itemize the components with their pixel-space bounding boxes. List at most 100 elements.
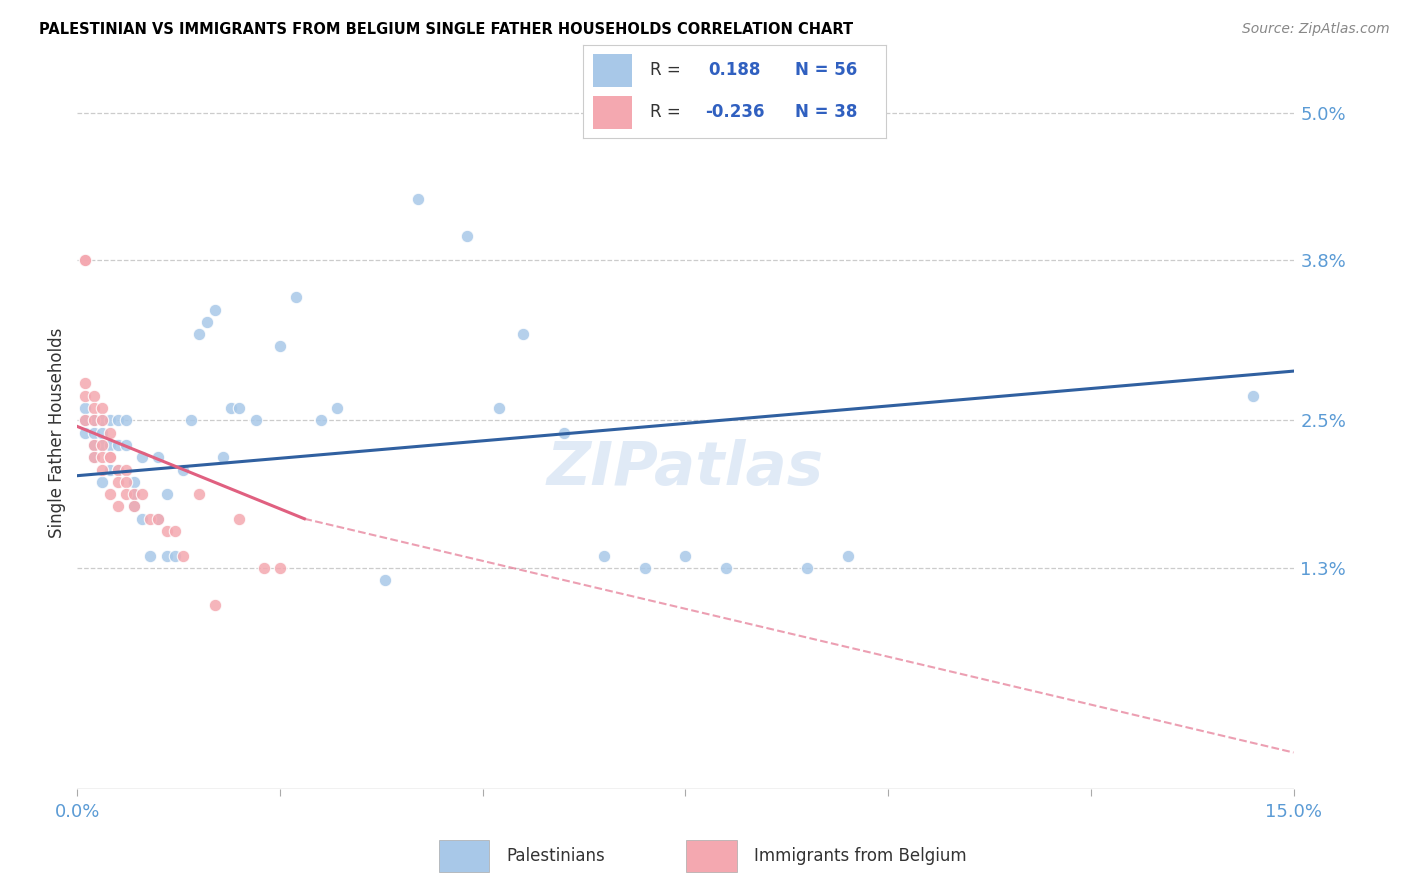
Text: R =: R = [650, 62, 681, 79]
Point [188, 487, 211, 501]
Point [115, 413, 138, 427]
Point [115, 475, 138, 489]
Point [98, 462, 121, 476]
Y-axis label: Single Father Households: Single Father Households [48, 327, 66, 538]
Point [75, 253, 97, 268]
Point [98, 413, 121, 427]
Point [195, 315, 218, 329]
Point [131, 512, 153, 526]
Point [204, 302, 226, 317]
Point [90, 425, 112, 440]
Point [83, 401, 105, 415]
Point [675, 549, 697, 563]
Point [253, 561, 276, 575]
Point [122, 487, 145, 501]
Point [90, 401, 112, 415]
Point [488, 401, 510, 415]
Point [148, 450, 170, 465]
Point [155, 549, 177, 563]
Point [75, 413, 97, 427]
Point [553, 425, 575, 440]
Point [163, 549, 186, 563]
Point [98, 487, 121, 501]
Point [75, 253, 97, 268]
Bar [439, 840, 489, 872]
Point [83, 389, 105, 403]
Point [1241, 389, 1264, 403]
Point [212, 450, 235, 465]
Point [90, 413, 112, 427]
Point [837, 549, 859, 563]
Bar [592, 54, 631, 87]
Point [139, 512, 162, 526]
Point [83, 450, 105, 465]
Point [83, 438, 105, 452]
Point [90, 450, 112, 465]
Point [245, 413, 267, 427]
Text: N = 38: N = 38 [796, 103, 858, 121]
Point [228, 401, 250, 415]
Point [90, 413, 112, 427]
Point [131, 487, 153, 501]
Point [228, 512, 250, 526]
Point [512, 327, 534, 342]
Point [148, 512, 170, 526]
Point [155, 487, 177, 501]
Point [90, 462, 112, 476]
Point [188, 327, 211, 342]
Text: -0.236: -0.236 [704, 103, 765, 121]
Point [172, 462, 194, 476]
Point [115, 438, 138, 452]
Point [90, 438, 112, 452]
Point [122, 475, 145, 489]
Point [75, 413, 97, 427]
Point [98, 438, 121, 452]
Point [406, 192, 429, 206]
Point [221, 401, 243, 415]
Point [122, 500, 145, 514]
Point [83, 450, 105, 465]
Point [75, 425, 97, 440]
Text: 0.188: 0.188 [709, 62, 761, 79]
Point [98, 450, 121, 465]
Text: Palestinians: Palestinians [506, 847, 605, 865]
Point [83, 425, 105, 440]
Point [204, 598, 226, 612]
Text: ZIPatlas: ZIPatlas [547, 439, 824, 498]
Point [75, 376, 97, 391]
Point [90, 475, 112, 489]
Point [107, 475, 129, 489]
Point [374, 574, 396, 588]
Point [180, 413, 202, 427]
Point [269, 339, 291, 353]
Bar [686, 840, 737, 872]
Point [155, 524, 177, 538]
Point [115, 462, 138, 476]
Point [796, 561, 818, 575]
Text: N = 56: N = 56 [796, 62, 858, 79]
Point [90, 438, 112, 452]
Point [122, 500, 145, 514]
Bar [592, 96, 631, 129]
Point [83, 438, 105, 452]
Point [456, 228, 478, 243]
Point [172, 549, 194, 563]
Point [83, 413, 105, 427]
Point [107, 500, 129, 514]
Point [107, 438, 129, 452]
Point [107, 462, 129, 476]
Point [98, 450, 121, 465]
Point [285, 290, 308, 304]
Point [163, 524, 186, 538]
Point [593, 549, 616, 563]
Point [148, 512, 170, 526]
Point [714, 561, 737, 575]
Point [122, 487, 145, 501]
Point [107, 462, 129, 476]
Point [269, 561, 291, 575]
Point [115, 487, 138, 501]
Point [107, 413, 129, 427]
Point [98, 425, 121, 440]
Point [75, 389, 97, 403]
Point [139, 549, 162, 563]
